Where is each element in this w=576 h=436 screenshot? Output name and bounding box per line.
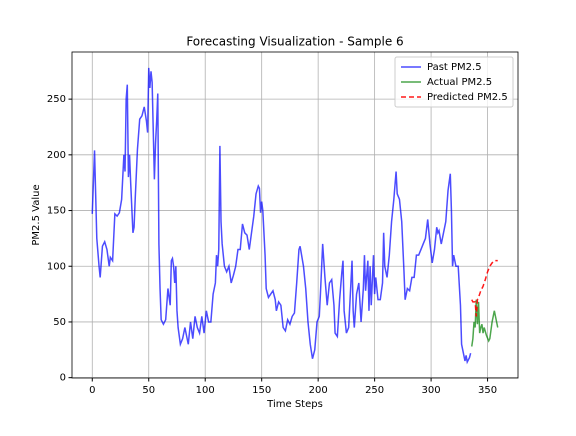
series-line (91, 67, 472, 365)
x-tick-label: 300 (422, 385, 441, 396)
y-tick-label: 50 (53, 317, 66, 328)
x-tick-label: 0 (89, 385, 95, 396)
x-tick-label: 100 (196, 385, 215, 396)
y-tick-label: 200 (47, 150, 66, 161)
legend-box (394, 56, 514, 108)
y-tick-label: 150 (47, 206, 66, 217)
x-tick-label: 50 (142, 385, 155, 396)
x-tick-label: 350 (478, 385, 497, 396)
x-tick-label: 150 (252, 385, 271, 396)
y-tick-label: 100 (47, 261, 66, 272)
legend-label: Predicted PM2.5 (427, 92, 508, 103)
series-line (471, 299, 499, 347)
y-tick-label: 250 (47, 94, 66, 105)
y-axis-label: PM2.5 Value (31, 184, 42, 245)
legend-label: Actual PM2.5 (427, 77, 492, 88)
x-tick-label: 200 (309, 385, 328, 396)
series-line (471, 259, 498, 317)
x-tick-label: 250 (365, 385, 384, 396)
plot-frame (71, 51, 519, 379)
chart-title: Forecasting Visualization - Sample 6 (186, 35, 403, 49)
x-axis-label: Time Steps (266, 399, 323, 410)
legend-label: Past PM2.5 (427, 62, 482, 73)
y-tick-label: 0 (60, 373, 66, 384)
legend: Past PM2.5 Actual PM2.5 Predicted PM2.5 (394, 56, 514, 108)
